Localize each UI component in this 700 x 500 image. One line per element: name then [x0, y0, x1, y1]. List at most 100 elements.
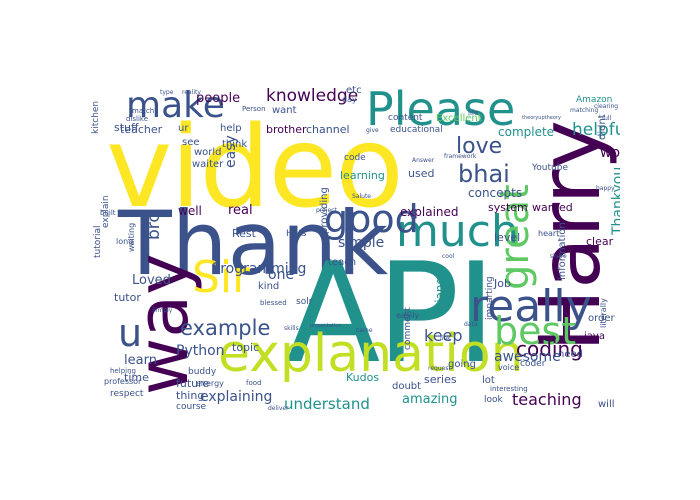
word: example [180, 316, 271, 340]
word: literally [599, 298, 608, 328]
word: really [470, 281, 592, 332]
word: data [464, 321, 478, 328]
word: day [342, 95, 357, 104]
word: explained [400, 205, 459, 219]
word: food [246, 379, 262, 387]
word: project [316, 207, 337, 214]
word: time [124, 371, 149, 384]
word: clearing [594, 103, 619, 110]
word: information [557, 222, 568, 280]
word: teaching [512, 390, 582, 409]
word: Rest [232, 227, 256, 240]
word: Django [433, 269, 447, 313]
word: channel [306, 123, 350, 136]
word: one [268, 267, 295, 283]
word: system [488, 201, 528, 214]
word: request [428, 365, 451, 372]
word: deliver [268, 405, 289, 412]
word: Youtube [532, 163, 568, 173]
word: lot [482, 375, 495, 386]
word: skills [284, 325, 299, 332]
word: reality [182, 89, 201, 96]
word: bhai [458, 160, 510, 188]
word: simple [338, 235, 385, 251]
word: content [388, 113, 423, 123]
word: cool [442, 253, 455, 260]
word: Salute [352, 193, 371, 200]
word: series [424, 373, 457, 386]
word: code [344, 153, 366, 163]
word: good [324, 197, 419, 241]
word: look [484, 395, 503, 405]
word: coder [520, 359, 546, 369]
word: kitchen [91, 100, 101, 134]
word: think [222, 139, 248, 150]
word: teacher [120, 123, 163, 136]
word: complete [498, 125, 555, 139]
word: Please [366, 82, 516, 136]
word: knowledge [266, 86, 359, 106]
word: see [182, 137, 200, 148]
word: Kudos [346, 371, 380, 384]
word: future [176, 377, 210, 390]
word: matching [570, 107, 599, 114]
word: love [456, 134, 503, 159]
word: blessed [260, 299, 287, 307]
word: educational [390, 125, 443, 135]
word: stuff [114, 121, 139, 134]
word: people [196, 91, 241, 106]
word: Excellent [436, 113, 482, 124]
word: Thankyou [610, 166, 620, 235]
word: want [272, 105, 297, 116]
word: presentation [310, 323, 342, 329]
word: API [286, 233, 496, 394]
word: type [160, 89, 174, 96]
word: well [178, 204, 202, 218]
word: Person [242, 105, 266, 113]
word: real [228, 203, 253, 218]
word: buddy [188, 367, 217, 377]
word-cloud: video Thank API Harry way Please explana… [88, 60, 620, 415]
word: need [558, 349, 583, 360]
word: heart [538, 229, 560, 238]
word: bro [144, 212, 164, 240]
word: going [448, 359, 476, 370]
word: helpful [572, 120, 620, 140]
word: explaining [200, 389, 273, 405]
word: help [220, 123, 242, 134]
word: understand [284, 395, 370, 413]
word: life [468, 109, 479, 117]
word: easily [396, 311, 420, 320]
word: order [588, 313, 615, 324]
word: link [440, 335, 451, 342]
word: work [600, 145, 620, 161]
word: interesting [490, 385, 528, 393]
word: solr [296, 297, 313, 307]
word: give [366, 127, 379, 134]
word: make [126, 85, 225, 126]
word: much [396, 206, 519, 257]
word: level [494, 231, 521, 244]
word: professor [104, 377, 142, 386]
word: learn [124, 353, 157, 368]
word: doubt [392, 381, 422, 392]
word: explanation [218, 324, 524, 384]
word: Loved [132, 273, 171, 288]
word: awesome [494, 349, 561, 365]
word: Python [176, 343, 225, 359]
word: used [408, 167, 435, 180]
word: u [118, 311, 143, 355]
word: ur [178, 123, 189, 134]
word: happy [596, 185, 615, 192]
word: Thank [118, 192, 389, 295]
word: wanted [532, 201, 573, 214]
word: coding [516, 337, 583, 361]
word: waiter [192, 159, 224, 170]
word: clear [586, 235, 614, 248]
word: brother [266, 123, 307, 136]
word: theoryuptheory [522, 115, 561, 121]
word: best [494, 309, 577, 353]
word: long [116, 237, 134, 246]
word: java [584, 331, 605, 342]
word: thing [176, 389, 205, 402]
